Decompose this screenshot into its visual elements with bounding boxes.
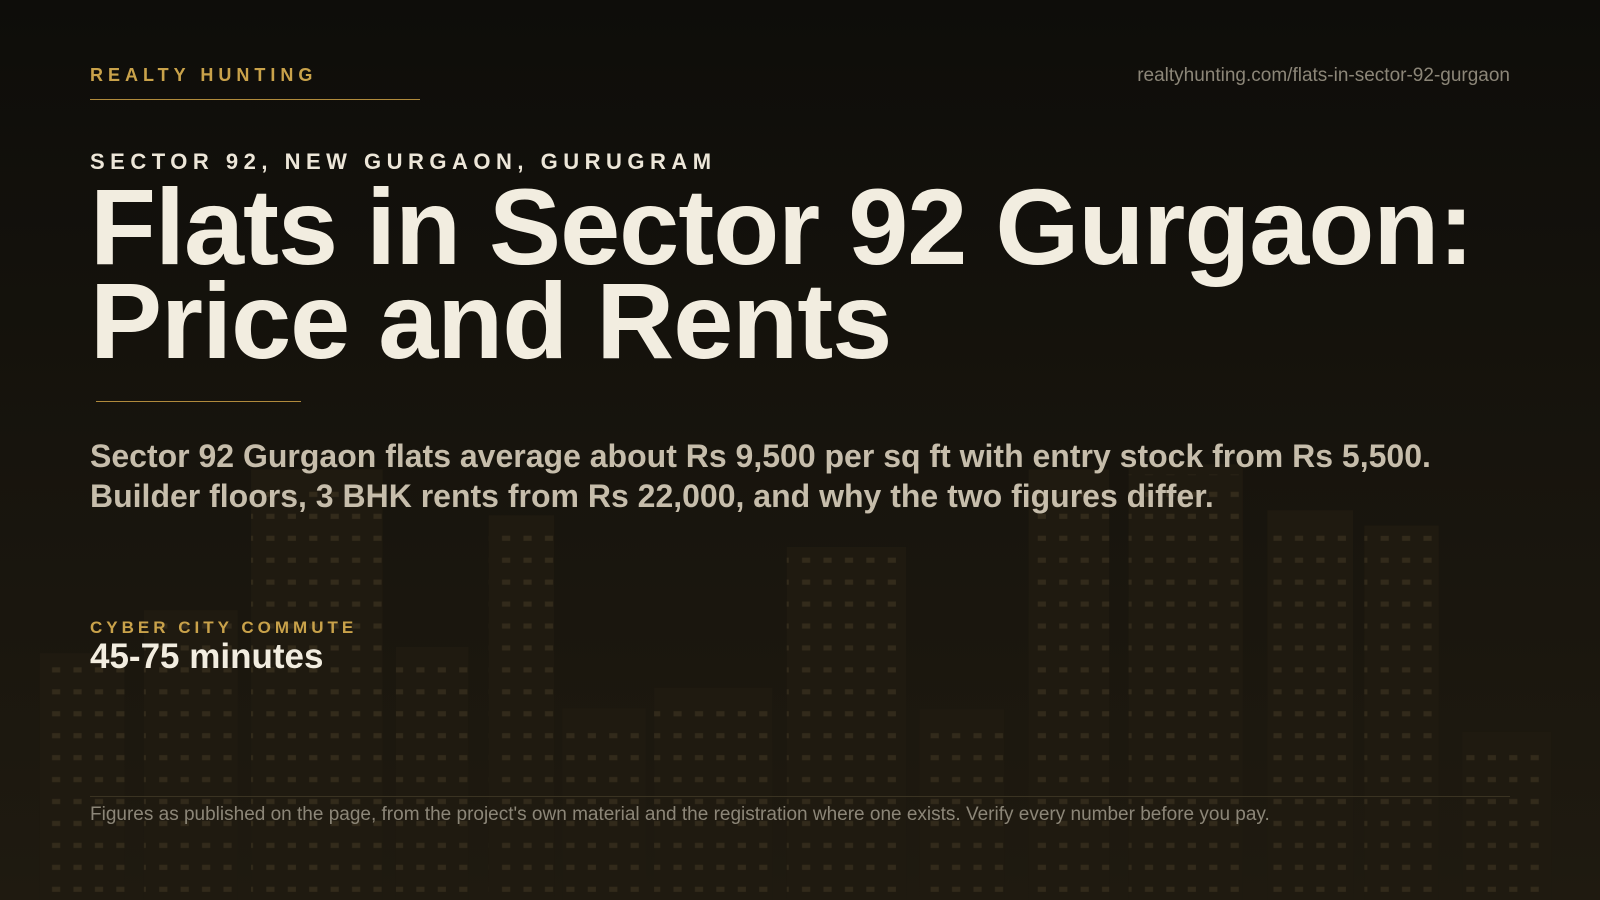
stat-value: 45-75 minutes <box>90 637 324 676</box>
summary: Sector 92 Gurgaon flats average about Rs… <box>90 438 1431 514</box>
building-windows <box>39 474 1552 900</box>
footer-divider <box>90 796 1510 797</box>
brand-underline <box>90 99 420 100</box>
footer-note: Figures as published on the page, from t… <box>90 804 1270 825</box>
title-underline <box>96 401 301 402</box>
brand[interactable]: REALTY HUNTING <box>90 65 318 85</box>
page-url: realtyhunting.com/flats-in-sector-92-gur… <box>1137 65 1510 86</box>
title: Flats in Sector 92 Gurgaon: Price and Re… <box>90 166 1474 381</box>
stat-label: CYBER CITY COMMUTE <box>90 618 358 637</box>
location: SECTOR 92, NEW GURGAON, GURUGRAM <box>90 149 717 174</box>
